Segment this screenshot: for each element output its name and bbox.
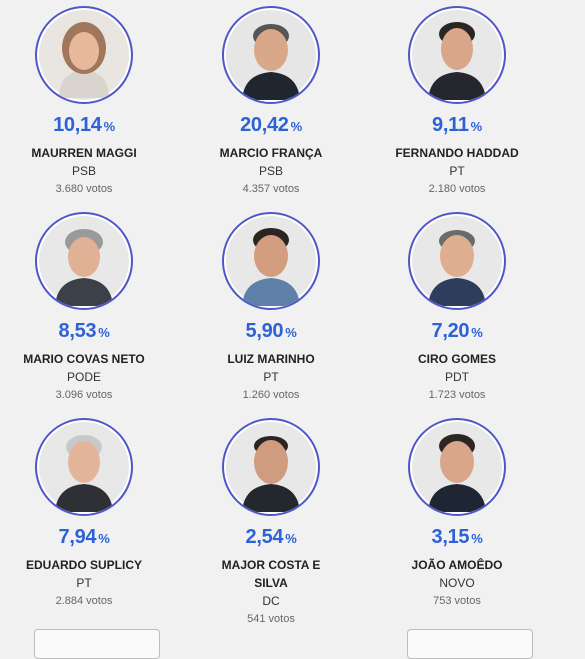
party-label: PSB <box>71 164 96 178</box>
candidate-card[interactable]: 2,54% MAJOR COSTA E SILVA DC 541 votos <box>178 418 364 628</box>
candidate-card[interactable]: 3,15% JOÃO AMOÊDO NOVO 753 votos <box>364 418 550 610</box>
candidate-name: EDUARDO SUPLICY <box>25 558 142 572</box>
candidate-name: CIRO GOMES <box>417 352 496 366</box>
candidate-portrait <box>39 422 129 512</box>
candidate-portrait <box>412 422 502 512</box>
candidate-card[interactable]: 5,90% LUIZ MARINHO PT 1.260 votos <box>178 212 364 404</box>
candidate-photo <box>222 418 320 516</box>
party-label: PDT <box>445 370 469 384</box>
vote-percentage: 9,11% <box>432 114 482 136</box>
vote-percentage: 7,94% <box>58 526 110 548</box>
candidate-name: MARIO COVAS NETO <box>23 352 145 366</box>
votes-count: 1.723 votos <box>428 389 486 401</box>
candidate-card[interactable]: 7,20% CIRO GOMES PDT 1.723 votos <box>364 212 550 404</box>
candidate-name: LUIZ MARINHO <box>227 352 315 366</box>
votes-count: 3.096 votos <box>55 389 113 401</box>
party-label: DC <box>262 594 280 608</box>
candidate-name: FERNANDO HADDAD <box>395 146 519 160</box>
candidate-portrait <box>412 10 502 100</box>
vote-percentage: 10,14% <box>53 114 115 136</box>
vote-percentage: 20,42% <box>240 114 302 136</box>
more-button-right[interactable] <box>407 629 533 659</box>
candidate-photo <box>408 418 506 516</box>
party-label: PT <box>449 164 465 178</box>
candidate-photo <box>222 6 320 104</box>
candidate-photo <box>408 6 506 104</box>
candidate-card[interactable]: 7,94% EDUARDO SUPLICY PT 2.884 votos <box>0 418 177 610</box>
candidates-grid: 10,14% MAURREN MAGGI PSB 3.680 votos 20,… <box>0 6 550 659</box>
party-label: PSB <box>258 164 283 178</box>
vote-percentage: 8,53% <box>58 320 110 342</box>
candidate-photo <box>408 212 506 310</box>
votes-count: 2.884 votos <box>55 595 113 607</box>
candidate-portrait <box>412 216 502 306</box>
candidate-card[interactable]: 9,11% FERNANDO HADDAD PT 2.180 votos <box>364 6 550 198</box>
vote-percentage: 3,15% <box>431 526 483 548</box>
votes-count: 1.260 votos <box>242 389 300 401</box>
party-label: NOVO <box>439 576 475 590</box>
candidate-portrait <box>39 216 129 306</box>
candidate-photo <box>35 212 133 310</box>
candidate-portrait <box>226 216 316 306</box>
candidate-name: JOÃO AMOÊDO <box>411 558 503 572</box>
votes-count: 4.357 votos <box>242 183 300 195</box>
candidate-name: MAJOR COSTA E SILVA <box>221 558 321 590</box>
votes-count: 753 votos <box>433 595 481 607</box>
candidate-photo <box>222 212 320 310</box>
candidate-card[interactable]: 8,53% MARIO COVAS NETO PODE 3.096 votos <box>0 212 177 404</box>
candidate-name: MARCIO FRANÇA <box>219 146 323 160</box>
votes-count: 3.680 votos <box>55 183 113 195</box>
party-label: PT <box>76 576 92 590</box>
candidate-name: MAURREN MAGGI <box>31 146 137 160</box>
candidate-portrait <box>39 10 129 100</box>
candidate-card[interactable]: 10,14% MAURREN MAGGI PSB 3.680 votos <box>0 6 177 198</box>
vote-percentage: 7,20% <box>431 320 483 342</box>
vote-percentage: 5,90% <box>245 320 297 342</box>
candidate-portrait <box>226 10 316 100</box>
candidate-portrait <box>226 422 316 512</box>
more-button-left[interactable] <box>34 629 160 659</box>
vote-percentage: 2,54% <box>245 526 297 548</box>
candidate-photo <box>35 418 133 516</box>
candidate-photo <box>35 6 133 104</box>
votes-count: 541 votos <box>247 613 295 625</box>
votes-count: 2.180 votos <box>428 183 486 195</box>
party-label: PODE <box>66 370 101 384</box>
candidate-card[interactable]: 20,42% MARCIO FRANÇA PSB 4.357 votos <box>178 6 364 198</box>
party-label: PT <box>263 370 279 384</box>
